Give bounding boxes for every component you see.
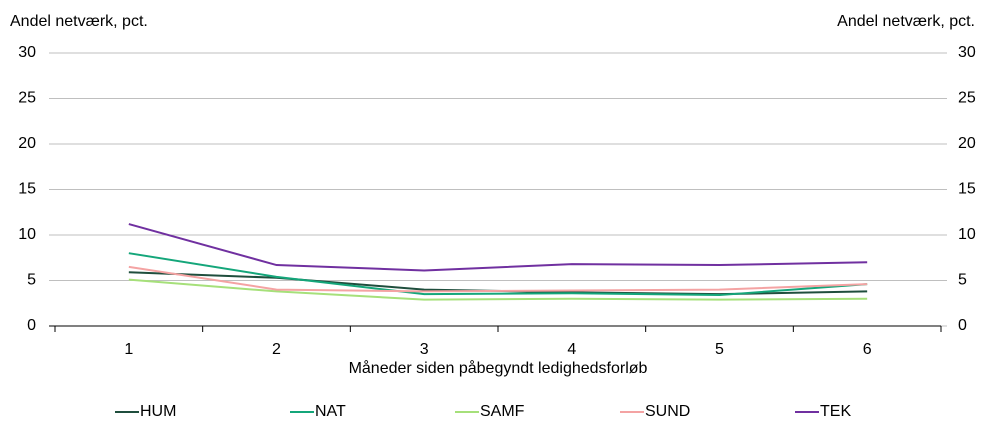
y-tick-label: 20 (18, 135, 36, 152)
series-line (128, 252, 868, 297)
legend-label: NAT (315, 403, 346, 420)
x-tick-label: 6 (863, 341, 872, 358)
y-tick-label: 25 (18, 90, 36, 107)
series-line (128, 265, 868, 293)
y-tick-label: 5 (27, 272, 36, 289)
x-tick-label: 4 (567, 341, 576, 358)
legend-label: TEK (820, 403, 851, 420)
y2-tick-label: 25 (958, 90, 976, 107)
y2-tick-label: 20 (958, 135, 976, 152)
y2-tick-label: 0 (958, 317, 967, 334)
y-tick-label: 15 (18, 181, 36, 198)
y2-axis-title: Andel netværk, pct. (837, 13, 975, 30)
x-tick-label: 3 (420, 341, 429, 358)
y-tick-label: 0 (27, 317, 36, 334)
y-tick-label: 30 (18, 44, 36, 61)
y2-tick-label: 5 (958, 272, 967, 289)
y2-tick-label: 15 (958, 181, 976, 198)
x-tick-label: 2 (272, 341, 281, 358)
series-line (128, 223, 868, 272)
legend-label: SAMF (480, 403, 525, 420)
y2-tick-label: 30 (958, 44, 976, 61)
y-axis-title: Andel netværk, pct. (10, 13, 148, 30)
x-axis-title: Måneder siden påbegyndt ledighedsforløb (349, 359, 648, 377)
y2-tick-label: 10 (958, 226, 976, 243)
y-tick-label: 10 (18, 226, 36, 243)
legend-label: HUM (140, 403, 176, 420)
x-tick-label: 1 (124, 341, 133, 358)
legend-label: SUND (645, 403, 690, 420)
x-tick-label: 5 (715, 341, 724, 358)
series-line (128, 278, 868, 301)
